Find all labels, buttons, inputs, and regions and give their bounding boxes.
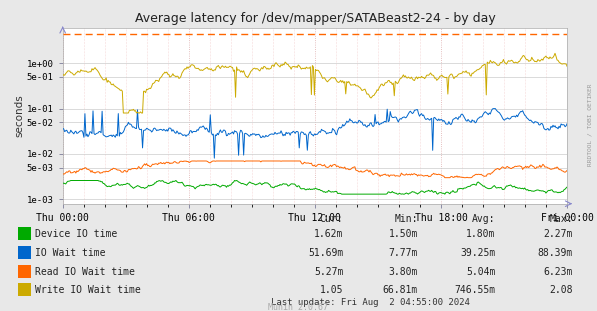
Text: 2.27m: 2.27m: [544, 229, 573, 239]
Text: 5.27m: 5.27m: [314, 267, 343, 276]
Text: Max:: Max:: [550, 214, 573, 224]
Y-axis label: seconds: seconds: [14, 95, 24, 137]
Title: Average latency for /dev/mapper/SATABeast2-24 - by day: Average latency for /dev/mapper/SATABeas…: [134, 12, 496, 26]
Text: 1.80m: 1.80m: [466, 229, 496, 239]
Text: 39.25m: 39.25m: [460, 248, 496, 258]
Text: Munin 2.0.67: Munin 2.0.67: [269, 303, 328, 311]
Text: Min:: Min:: [395, 214, 418, 224]
Text: RRDTOOL / TOBI OETIKER: RRDTOOL / TOBI OETIKER: [588, 83, 593, 166]
Text: Cur:: Cur:: [320, 214, 343, 224]
Text: IO Wait time: IO Wait time: [35, 248, 105, 258]
Text: Last update: Fri Aug  2 04:55:00 2024: Last update: Fri Aug 2 04:55:00 2024: [270, 298, 470, 307]
Text: 1.50m: 1.50m: [389, 229, 418, 239]
Text: Write IO Wait time: Write IO Wait time: [35, 285, 140, 295]
Text: 1.62m: 1.62m: [314, 229, 343, 239]
Text: 5.04m: 5.04m: [466, 267, 496, 276]
Text: Read IO Wait time: Read IO Wait time: [35, 267, 134, 276]
Text: Avg:: Avg:: [472, 214, 496, 224]
Text: 7.77m: 7.77m: [389, 248, 418, 258]
Text: 66.81m: 66.81m: [383, 285, 418, 295]
Text: 88.39m: 88.39m: [538, 248, 573, 258]
Text: 1.05: 1.05: [320, 285, 343, 295]
Text: 3.80m: 3.80m: [389, 267, 418, 276]
Text: 51.69m: 51.69m: [308, 248, 343, 258]
Text: Device IO time: Device IO time: [35, 229, 117, 239]
Text: 2.08: 2.08: [550, 285, 573, 295]
Text: 746.55m: 746.55m: [454, 285, 496, 295]
Text: 6.23m: 6.23m: [544, 267, 573, 276]
